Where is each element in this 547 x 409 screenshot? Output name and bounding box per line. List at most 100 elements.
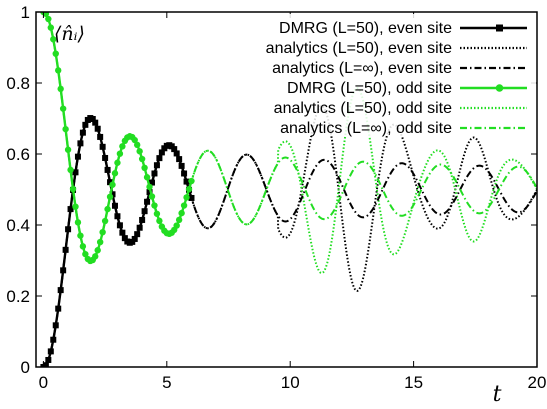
data-point-dmrg-odd — [52, 50, 59, 57]
data-point-dmrg-even — [104, 166, 111, 173]
data-point-dmrg-odd — [136, 148, 143, 155]
data-point-dmrg-odd — [99, 228, 106, 236]
data-point-dmrg-even — [57, 287, 64, 294]
data-point-dmrg-even — [139, 216, 146, 223]
y-tick-label: 0.6 — [6, 145, 30, 164]
data-point-dmrg-even — [79, 129, 86, 136]
legend-entry-label: DMRG (L=50), even site — [279, 20, 452, 37]
data-point-dmrg-even — [109, 191, 116, 198]
data-point-dmrg-odd — [116, 150, 124, 157]
data-point-dmrg-even — [181, 170, 188, 177]
data-point-dmrg-even — [178, 162, 185, 169]
data-point-dmrg-even — [92, 119, 99, 126]
x-axis-label: t — [493, 382, 502, 407]
legend-entry-label: analytics (L=50), even site — [266, 40, 452, 57]
data-point-dmrg-odd — [143, 174, 151, 181]
data-point-dmrg-even — [77, 140, 84, 147]
data-point-dmrg-odd — [47, 24, 55, 31]
data-point-dmrg-even — [173, 150, 180, 157]
data-point-dmrg-odd — [146, 183, 153, 191]
data-point-dmrg-even — [99, 143, 106, 150]
y-tick-label: 0.2 — [6, 287, 30, 306]
data-point-dmrg-odd — [62, 125, 69, 133]
data-point-dmrg-odd — [94, 247, 101, 254]
data-point-dmrg-odd — [106, 193, 114, 201]
data-point-dmrg-even — [153, 162, 160, 169]
data-point-dmrg-even — [151, 170, 158, 177]
legend-marker-circle — [495, 84, 504, 92]
series-layer — [40, 12, 537, 367]
data-point-dmrg-odd — [92, 253, 99, 260]
observable-annotation: ⟨n̂ᵢ⟩ — [54, 23, 85, 45]
x-tick-label: 0 — [39, 373, 48, 392]
data-point-dmrg-odd — [131, 136, 138, 144]
data-point-dmrg-odd — [101, 217, 109, 225]
data-point-dmrg-odd — [156, 217, 163, 225]
data-point-dmrg-even — [72, 169, 79, 176]
data-point-dmrg-even — [89, 116, 96, 123]
data-point-dmrg-even — [121, 235, 128, 242]
data-point-dmrg-odd — [45, 15, 52, 23]
data-point-dmrg-even — [188, 194, 195, 201]
y-tick-label: 0.8 — [6, 74, 30, 93]
data-point-dmrg-even — [47, 348, 54, 355]
data-point-dmrg-odd — [69, 185, 77, 193]
data-point-dmrg-odd — [188, 177, 195, 185]
data-point-dmrg-even — [134, 231, 141, 238]
data-point-dmrg-even — [116, 222, 123, 229]
data-point-dmrg-even — [82, 121, 89, 128]
data-point-dmrg-odd — [173, 222, 180, 229]
legend-entry-label: analytics (L=50), odd site — [274, 100, 452, 117]
data-point-dmrg-even — [55, 305, 62, 312]
data-point-dmrg-even — [136, 224, 143, 231]
plot-frame — [35, 11, 538, 368]
legend-entry-label: analytics (L=∞), odd site — [280, 120, 452, 137]
data-point-dmrg-even — [52, 322, 59, 329]
data-point-dmrg-even — [102, 154, 109, 161]
data-point-dmrg-odd — [175, 216, 183, 224]
data-point-dmrg-odd — [185, 185, 193, 193]
data-point-dmrg-even — [176, 156, 183, 163]
legend-entry-label: analytics (L=∞), even site — [272, 60, 452, 77]
y-tick-label: 1 — [21, 3, 30, 22]
data-point-dmrg-odd — [119, 143, 126, 150]
data-point-dmrg-odd — [42, 12, 50, 17]
data-point-dmrg-even — [148, 179, 155, 186]
y-tick-label: 0 — [21, 358, 30, 377]
data-point-dmrg-odd — [178, 209, 185, 217]
data-point-dmrg-odd — [72, 203, 79, 210]
data-point-dmrg-odd — [50, 36, 57, 43]
data-point-dmrg-odd — [111, 170, 119, 177]
data-point-dmrg-odd — [138, 155, 146, 163]
data-point-dmrg-even — [119, 229, 126, 236]
data-point-dmrg-even — [45, 356, 52, 363]
data-point-dmrg-even — [42, 362, 49, 367]
x-tick-label: 20 — [528, 373, 547, 392]
legend-background — [232, 14, 536, 136]
data-point-dmrg-odd — [148, 193, 156, 200]
data-point-dmrg-even — [62, 246, 69, 253]
data-point-dmrg-even — [146, 189, 153, 196]
data-point-dmrg-odd — [151, 202, 158, 209]
data-point-dmrg-odd — [114, 159, 121, 166]
data-point-dmrg-odd — [57, 85, 64, 93]
data-point-dmrg-even — [94, 125, 101, 132]
data-point-dmrg-even — [141, 208, 148, 215]
data-point-dmrg-even — [74, 153, 81, 160]
y-tick-label: 0.4 — [6, 216, 30, 235]
x-tick-label: 5 — [162, 373, 171, 392]
data-point-dmrg-even — [67, 206, 74, 213]
data-point-dmrg-odd — [67, 166, 74, 174]
data-point-dmrg-odd — [153, 210, 161, 217]
data-point-dmrg-even — [171, 146, 178, 153]
data-point-dmrg-even — [131, 235, 138, 242]
x-tick-label: 10 — [281, 373, 300, 392]
data-point-dmrg-even — [50, 336, 57, 343]
data-point-dmrg-odd — [79, 243, 87, 250]
data-point-dmrg-even — [114, 213, 121, 220]
series-line-2 — [43, 117, 537, 367]
data-point-dmrg-odd — [104, 205, 111, 213]
data-point-dmrg-even — [60, 267, 67, 274]
legend-marker-square — [496, 24, 503, 32]
